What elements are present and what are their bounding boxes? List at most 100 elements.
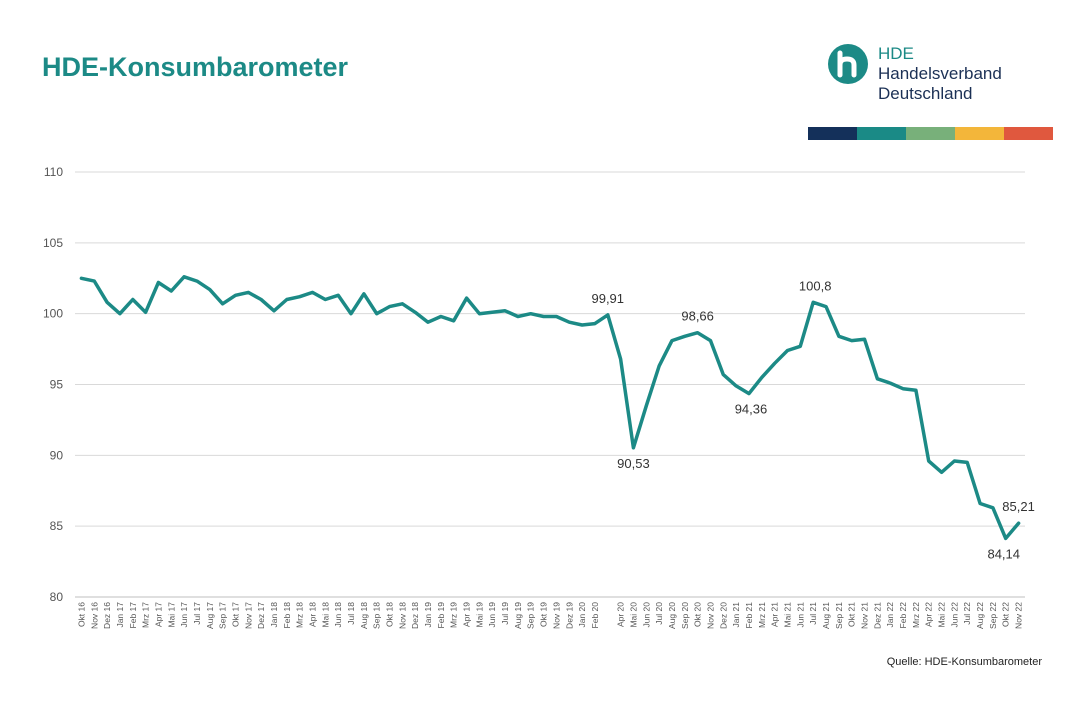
logo-line-2: Handelsverband	[878, 64, 1002, 83]
x-tick-label: Dez 21	[872, 602, 882, 629]
y-tick-label: 95	[50, 378, 64, 392]
x-tick-label: Aug 22	[975, 602, 985, 629]
stripe-yellow	[955, 127, 1004, 140]
x-tick-label: Mai 18	[320, 602, 330, 628]
y-tick-label: 80	[50, 590, 64, 604]
x-tick-label: Apr 22	[924, 602, 934, 627]
hde-logo-icon	[828, 44, 868, 84]
x-tick-label: Sep 20	[680, 602, 690, 629]
data-label: 94,36	[735, 402, 768, 417]
x-tick-label: Aug 17	[205, 602, 215, 629]
x-tick-label: Apr 18	[308, 602, 318, 627]
x-tick-label: Mai 20	[628, 602, 638, 628]
x-tick-label: Jan 18	[269, 602, 279, 628]
x-tick-label: Jan 17	[115, 602, 125, 628]
x-tick-label: Sep 19	[526, 602, 536, 629]
x-tick-label: Jan 19	[423, 602, 433, 628]
x-tick-label: Dez 19	[564, 602, 574, 629]
x-tick-label: Okt 21	[847, 602, 857, 627]
y-tick-label: 105	[43, 236, 63, 250]
x-tick-label: Apr 19	[462, 602, 472, 627]
x-tick-label: Feb 22	[898, 602, 908, 629]
x-tick-label: Jul 17	[192, 602, 202, 625]
x-tick-label: Mai 19	[474, 602, 484, 628]
x-tick-label: Mai 17	[166, 602, 176, 628]
stripe-teal	[857, 127, 906, 140]
x-tick-label: Apr 21	[770, 602, 780, 627]
x-tick-label: Jun 18	[333, 602, 343, 628]
data-label: 84,14	[987, 546, 1020, 561]
x-tick-label: Sep 18	[372, 602, 382, 629]
logo-line-1: HDE	[878, 44, 914, 63]
x-tick-label: Nov 21	[860, 602, 870, 629]
x-tick-label: Apr 20	[616, 602, 626, 627]
x-tick-label: Dez 18	[410, 602, 420, 629]
x-tick-label: Mai 21	[783, 602, 793, 628]
y-tick-label: 85	[50, 519, 64, 533]
x-tick-label: Feb 17	[128, 602, 138, 629]
x-tick-label: Okt 18	[385, 602, 395, 627]
x-tick-label: Aug 18	[359, 602, 369, 629]
x-tick-label: Jan 21	[731, 602, 741, 628]
x-tick-label: Feb 18	[282, 602, 292, 629]
x-tick-label: Jan 22	[885, 602, 895, 628]
x-tick-label: Jul 20	[654, 602, 664, 625]
x-tick-label: Aug 20	[667, 602, 677, 629]
x-tick-label: Aug 21	[821, 602, 831, 629]
x-tick-label: Jul 19	[500, 602, 510, 625]
x-tick-label: Okt 22	[1001, 602, 1011, 627]
data-label: 90,53	[617, 456, 650, 471]
y-tick-label: 100	[43, 307, 63, 321]
x-tick-label: Jul 21	[808, 602, 818, 625]
x-tick-label: Okt 19	[539, 602, 549, 627]
x-tick-label: Sep 21	[834, 602, 844, 629]
x-tick-label: Sep 17	[218, 602, 228, 629]
logo-text: HDE Handelsverband Deutschland	[878, 44, 1078, 104]
y-tick-label: 90	[50, 448, 64, 462]
logo-line-3: Deutschland	[878, 84, 973, 103]
data-label: 100,8	[799, 278, 832, 293]
x-tick-label: Dez 20	[718, 602, 728, 629]
data-label: 85,21	[1002, 499, 1035, 514]
x-tick-label: Okt 17	[230, 602, 240, 627]
x-tick-label: Mrz 22	[911, 602, 921, 628]
x-tick-label: Mrz 19	[449, 602, 459, 628]
x-tick-label: Jun 21	[795, 602, 805, 628]
x-tick-label: Mrz 18	[295, 602, 305, 628]
x-tick-label: Jun 17	[179, 602, 189, 628]
x-tick-label: Nov 18	[397, 602, 407, 629]
x-tick-label: Okt 20	[693, 602, 703, 627]
x-tick-label: Nov 16	[89, 602, 99, 629]
x-tick-label: Nov 19	[551, 602, 561, 629]
x-tick-label: Feb 19	[436, 602, 446, 629]
x-tick-label: Feb 20	[590, 602, 600, 629]
x-tick-label: Jun 22	[949, 602, 959, 628]
stripe-red	[1004, 127, 1053, 140]
brand-stripes	[808, 127, 1053, 140]
x-tick-label: Dez 17	[256, 602, 266, 629]
x-tick-label: Mai 22	[937, 602, 947, 628]
x-tick-label: Jan 20	[577, 602, 587, 628]
x-tick-label: Nov 20	[705, 602, 715, 629]
data-label: 98,66	[681, 309, 714, 324]
x-tick-label: Jul 18	[346, 602, 356, 625]
x-tick-label: Mrz 21	[757, 602, 767, 628]
x-tick-label: Jun 20	[641, 602, 651, 628]
x-tick-label: Mrz 17	[141, 602, 151, 628]
source-note: Quelle: HDE-Konsumbarometer	[886, 656, 1042, 668]
series-line	[79, 275, 1021, 541]
x-tick-label: Nov 22	[1014, 602, 1024, 629]
x-tick-label: Sep 22	[988, 602, 998, 629]
x-tick-label: Feb 21	[744, 602, 754, 629]
x-tick-label: Jul 22	[962, 602, 972, 625]
x-tick-label: Okt 16	[76, 602, 86, 627]
x-tick-label: Apr 17	[153, 602, 163, 627]
x-tick-label: Dez 16	[102, 602, 112, 629]
x-tick-label: Nov 17	[243, 602, 253, 629]
data-label: 99,91	[591, 291, 624, 306]
y-tick-label: 110	[44, 165, 63, 179]
x-tick-label: Aug 19	[513, 602, 523, 629]
x-tick-label: Jun 19	[487, 602, 497, 628]
page-title: HDE-Konsumbarometer	[42, 52, 349, 82]
